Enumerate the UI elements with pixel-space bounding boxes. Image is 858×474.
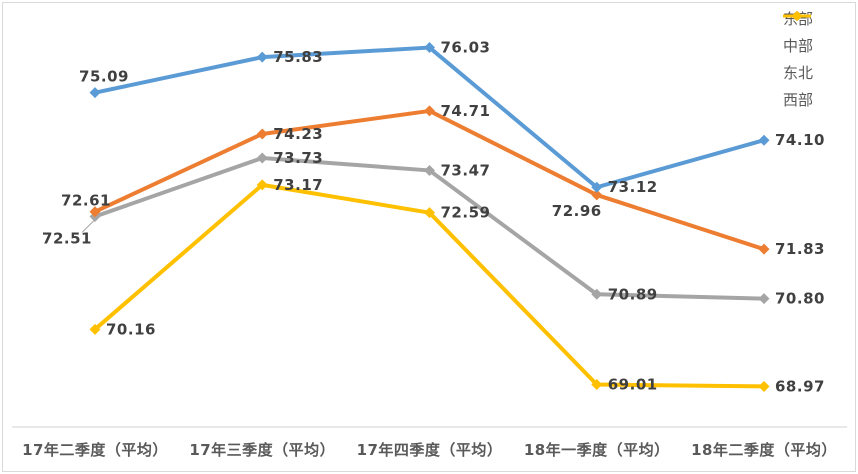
- data-point[interactable]: [424, 42, 435, 54]
- legend-item-label: 西部: [783, 91, 814, 109]
- data-label: 73.17: [273, 176, 323, 194]
- x-axis-label: 17年三季度（平均）: [189, 441, 335, 459]
- data-label: 72.61: [61, 192, 111, 210]
- data-label: 75.83: [273, 48, 323, 66]
- legend: 东部中部东北西部: [783, 10, 813, 110]
- data-label: 74.23: [273, 125, 323, 143]
- data-point[interactable]: [591, 189, 603, 201]
- data-point[interactable]: [89, 323, 101, 335]
- data-label: 70.16: [106, 320, 156, 338]
- x-axis-label: 17年四季度（平均）: [357, 441, 503, 459]
- data-point[interactable]: [591, 288, 603, 300]
- data-point[interactable]: [424, 207, 435, 219]
- data-point[interactable]: [424, 105, 435, 117]
- label-leader-line: [81, 220, 95, 233]
- data-label: 70.80: [775, 290, 825, 308]
- x-axis-label: 18年一季度（平均）: [524, 441, 670, 459]
- x-axis-label: 18年二季度（平均）: [691, 441, 837, 459]
- data-point[interactable]: [758, 243, 770, 255]
- series-line-2: [94, 155, 765, 301]
- legend-item-2[interactable]: 东北: [783, 11, 814, 83]
- data-point[interactable]: [256, 51, 268, 63]
- data-point[interactable]: [256, 152, 268, 164]
- data-point[interactable]: [89, 206, 101, 218]
- data-label: 72.51: [42, 230, 92, 248]
- data-label: 73.47: [441, 161, 491, 179]
- data-point[interactable]: [256, 179, 268, 191]
- data-point[interactable]: [256, 128, 268, 140]
- data-label: 74.71: [441, 102, 491, 120]
- legend-marker-icon: [783, 11, 811, 21]
- legend-item-3[interactable]: 西部: [783, 11, 814, 110]
- data-label: 76.03: [441, 39, 491, 57]
- data-point[interactable]: [424, 164, 435, 176]
- data-point[interactable]: [591, 181, 603, 193]
- data-label: 72.59: [441, 204, 491, 222]
- legend-item-1[interactable]: 中部: [783, 11, 814, 56]
- data-point[interactable]: [591, 379, 603, 391]
- data-label: 73.12: [608, 178, 658, 196]
- data-label: 68.97: [775, 377, 825, 395]
- data-label: 74.10: [775, 131, 825, 149]
- data-point[interactable]: [758, 134, 770, 146]
- x-axis-label: 17年二季度（平均）: [22, 441, 168, 459]
- data-label: 70.89: [608, 285, 658, 303]
- data-label: 71.83: [775, 240, 825, 258]
- data-point[interactable]: [89, 87, 101, 99]
- legend-item-label: 中部: [783, 37, 814, 55]
- data-label: 72.96: [552, 202, 602, 220]
- data-label: 75.09: [79, 68, 129, 86]
- data-label: 73.73: [273, 149, 323, 167]
- data-label: 69.01: [608, 376, 658, 394]
- data-point[interactable]: [758, 293, 770, 305]
- legend-item-label: 东北: [783, 64, 814, 82]
- data-point[interactable]: [758, 380, 770, 392]
